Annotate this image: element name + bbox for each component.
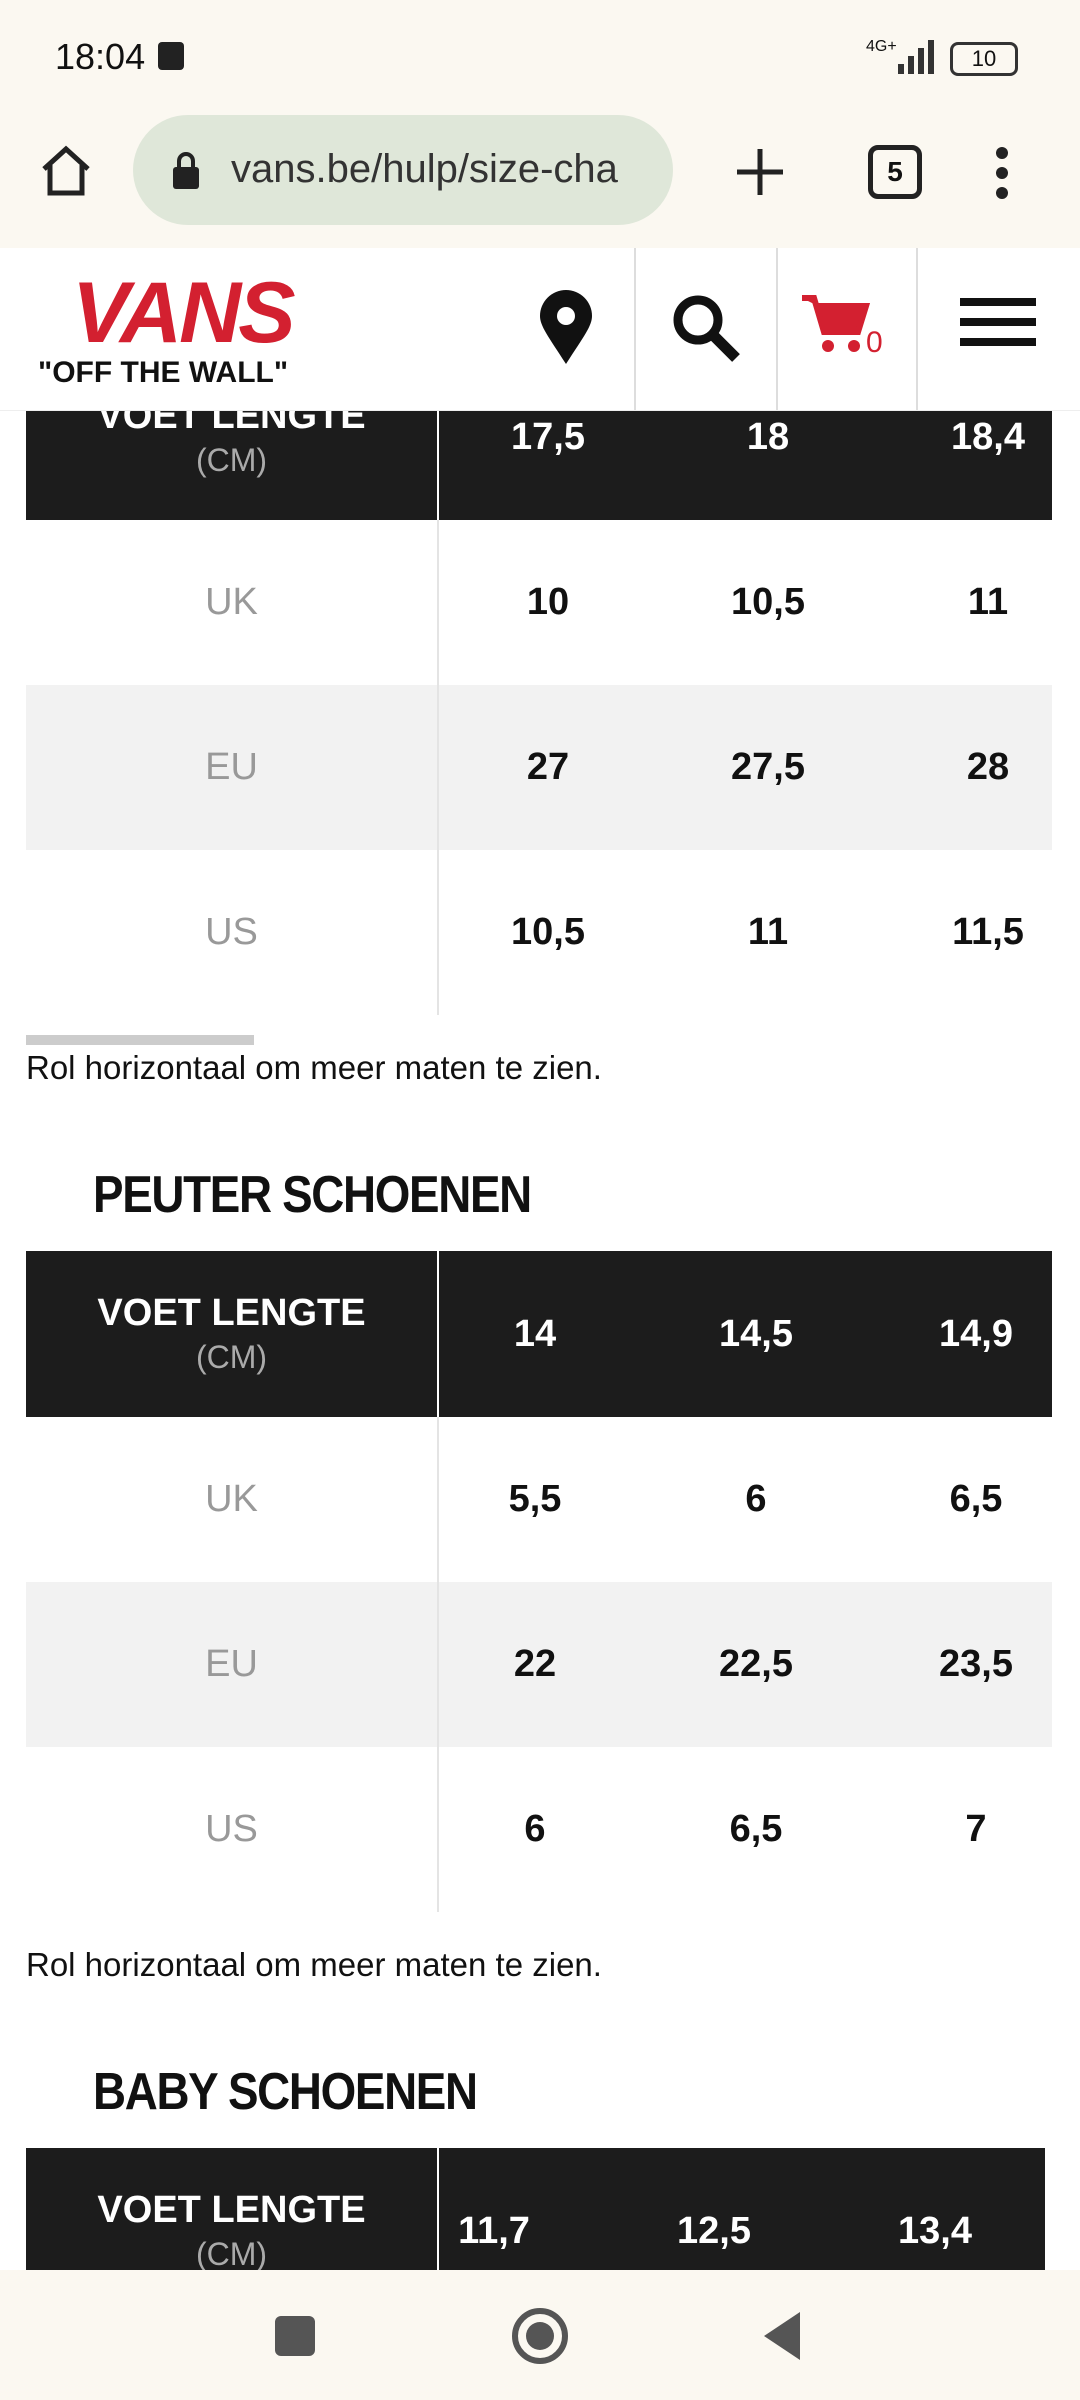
size-value: 28	[966, 746, 1010, 788]
column-divider	[437, 850, 439, 1015]
scroll-hint: Rol horizontaal om meer maten te zien.	[26, 1946, 602, 1983]
network: 4G+	[866, 38, 897, 55]
column-divider	[437, 354, 439, 520]
column-divider	[437, 1582, 439, 1747]
hamburger[interactable]	[960, 298, 1036, 348]
header-unit: (CM)	[195, 2236, 268, 2272]
row-label: UK	[205, 1478, 258, 1520]
size-value: 22	[513, 1643, 557, 1685]
size-value: 22,5	[719, 1643, 793, 1685]
row-label: EU	[205, 1643, 258, 1685]
column-divider	[437, 1747, 439, 1912]
logo[interactable]: VANS	[72, 265, 296, 361]
header-size: 14,5	[719, 1312, 793, 1355]
header-label-text: VOET LENGTE	[97, 2189, 366, 2231]
header-size: 14	[513, 1312, 557, 1355]
url-bar[interactable]: vans.be/hulp/size-cha	[133, 115, 673, 225]
size-value: 10	[526, 581, 570, 623]
header-label: VOET LENGTE (CM)	[26, 1251, 437, 1417]
header-size: 18,4	[951, 415, 1025, 458]
size-value: 6,5	[949, 1478, 1003, 1520]
store-locator[interactable]	[538, 290, 594, 366]
section-title: PEUTER SCHOENEN	[93, 1166, 532, 1224]
size-value: 11,5	[952, 911, 1024, 953]
url: vans.be/hulp/size-cha	[231, 147, 618, 191]
size-value: 5,5	[508, 1478, 562, 1520]
divider	[634, 248, 636, 410]
size-value: 7	[965, 1808, 987, 1850]
size-value: 11	[967, 581, 1009, 623]
cart[interactable]	[800, 292, 870, 356]
column-divider	[437, 685, 439, 850]
size-value: 6	[745, 1478, 767, 1520]
time: 18:04	[55, 36, 146, 77]
row-label: US	[205, 1808, 258, 1850]
upload-icon	[158, 42, 184, 70]
row-label: EU	[205, 746, 258, 788]
table-header: VOET LENGTE (CM) 14 14,5 14,9	[26, 1251, 1052, 1417]
header-size: 13,4	[898, 2209, 972, 2252]
home[interactable]	[510, 2306, 570, 2366]
header-size: 18	[746, 415, 790, 458]
size-value: 6,5	[729, 1808, 783, 1850]
size-value: 6	[524, 1808, 546, 1850]
table-row: US 6 6,5 7	[26, 1747, 1052, 1912]
column-divider	[437, 2148, 439, 2314]
size-value: 23,5	[939, 1643, 1013, 1685]
table-row: EU 27 27,5 28	[26, 685, 1052, 850]
size-value: 27,5	[731, 746, 805, 788]
header-size: 14,9	[939, 1312, 1013, 1355]
row-label: UK	[205, 581, 258, 623]
table-row: UK 5,5 6 6,5	[26, 1417, 1052, 1582]
home-button[interactable]	[38, 143, 94, 199]
search[interactable]	[670, 292, 742, 364]
status-bar: 18:04 4G+ 10	[0, 0, 1080, 107]
table-row: UK 10 10,5 11	[26, 520, 1052, 685]
size-value: 10,5	[731, 581, 805, 623]
table-row: US 10,5 11 11,5	[26, 850, 1052, 1015]
size-value: 11	[747, 911, 789, 953]
column-divider	[437, 520, 439, 685]
battery: 10	[950, 42, 1018, 76]
site-header: VANS "OFF THE WALL" 0	[0, 248, 1080, 411]
browser-bar: vans.be/hulp/size-cha 5	[0, 107, 1080, 250]
section-title: BABY SCHOENEN	[93, 2063, 478, 2121]
header-unit: (CM)	[195, 442, 268, 478]
size-value: 27	[526, 746, 570, 788]
header-size: 12,5	[677, 2209, 751, 2252]
new-tab[interactable]	[735, 147, 785, 197]
cart-count: 0	[866, 326, 883, 359]
scrollbar	[26, 1035, 254, 1045]
header-label-text: VOET LENGTE	[97, 1292, 366, 1334]
column-divider	[437, 1251, 439, 1417]
header-size: 17,5	[511, 415, 585, 458]
header-unit: (CM)	[195, 1339, 268, 1375]
back[interactable]	[760, 2310, 804, 2362]
divider	[776, 248, 778, 410]
header-label: VOET LENGTE (CM)	[26, 2148, 437, 2314]
scroll-hint: Rol horizontaal om meer maten te zien.	[26, 1049, 602, 1086]
row-label: US	[205, 911, 258, 953]
menu[interactable]	[990, 145, 1014, 201]
size-value: 10,5	[511, 911, 585, 953]
tab-count[interactable]: 5	[868, 145, 922, 199]
signal	[898, 40, 934, 74]
recents[interactable]	[275, 2316, 315, 2356]
lock-icon	[173, 152, 199, 189]
nav-bar	[0, 2270, 1080, 2400]
tagline: "OFF THE WALL"	[38, 356, 289, 389]
divider	[916, 248, 918, 410]
header-size: 11,7	[458, 2209, 530, 2252]
column-divider	[437, 1417, 439, 1582]
table-row: EU 22 22,5 23,5	[26, 1582, 1052, 1747]
